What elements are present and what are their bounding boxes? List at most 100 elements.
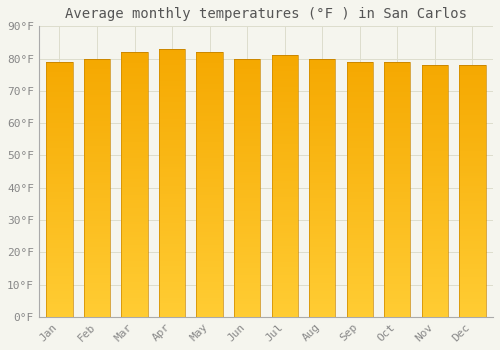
Bar [272,58,298,61]
Bar [309,103,336,105]
Bar [159,111,185,113]
Bar [272,207,298,210]
Bar [234,58,260,61]
Bar [196,293,223,296]
Bar [159,156,185,159]
Bar [346,261,373,263]
Bar [196,57,223,60]
Bar [346,210,373,212]
Bar [234,133,260,136]
Bar [46,194,72,197]
Bar [234,157,260,159]
Bar [346,156,373,159]
Bar [346,105,373,108]
Bar [234,64,260,66]
Bar [384,271,410,273]
Bar [159,49,185,50]
Bar [196,264,223,266]
Bar [346,148,373,151]
Bar [84,237,110,239]
Bar [122,116,148,118]
Bar [422,216,448,219]
Bar [460,198,485,201]
Bar [46,268,72,271]
Bar [384,82,410,85]
Bar [272,74,298,76]
Bar [272,270,298,272]
Bar [384,207,410,210]
Bar [234,224,260,226]
Bar [460,80,485,83]
Bar [346,161,373,164]
Bar [346,62,373,63]
Bar [46,230,72,233]
Bar [159,124,185,127]
Bar [159,237,185,239]
Bar [422,259,448,261]
Bar [460,141,485,143]
Bar [159,145,185,148]
Bar [84,58,110,61]
Bar [309,110,336,113]
Bar [234,154,260,157]
Bar [122,124,148,126]
Bar [384,90,410,92]
Bar [384,174,410,176]
Bar [159,183,185,186]
Bar [84,232,110,234]
Bar [422,158,448,161]
Bar [272,87,298,89]
Bar [46,98,72,100]
Bar [196,86,223,89]
Bar [196,103,223,105]
Bar [196,158,223,161]
Bar [196,124,223,126]
Bar [159,204,185,207]
Bar [84,299,110,301]
Bar [272,152,298,155]
Bar [272,121,298,123]
Bar [196,174,223,176]
Bar [196,134,223,137]
Bar [309,74,336,77]
Bar [384,123,410,126]
Bar [346,82,373,85]
Bar [346,189,373,192]
Bar [272,82,298,84]
Bar [122,190,148,193]
Bar [422,266,448,269]
Bar [234,170,260,172]
Bar [122,174,148,176]
Bar [272,197,298,199]
Bar [122,52,148,317]
Bar [46,189,72,192]
Bar [460,158,485,161]
Bar [272,55,298,317]
Bar [272,306,298,309]
Bar [384,151,410,154]
Bar [384,64,410,67]
Bar [84,252,110,255]
Bar [309,301,336,304]
Bar [460,131,485,133]
Bar [384,314,410,317]
Bar [460,261,485,264]
Bar [46,85,72,87]
Bar [422,65,448,68]
Bar [422,183,448,186]
Bar [46,258,72,261]
Bar [234,58,260,317]
Bar [46,176,72,179]
Bar [122,105,148,108]
Bar [234,175,260,177]
Bar [196,108,223,110]
Bar [422,297,448,299]
Bar [422,166,448,168]
Bar [122,285,148,288]
Bar [159,148,185,151]
Bar [384,138,410,141]
Bar [46,273,72,276]
Bar [272,100,298,103]
Bar [346,90,373,92]
Bar [309,255,336,257]
